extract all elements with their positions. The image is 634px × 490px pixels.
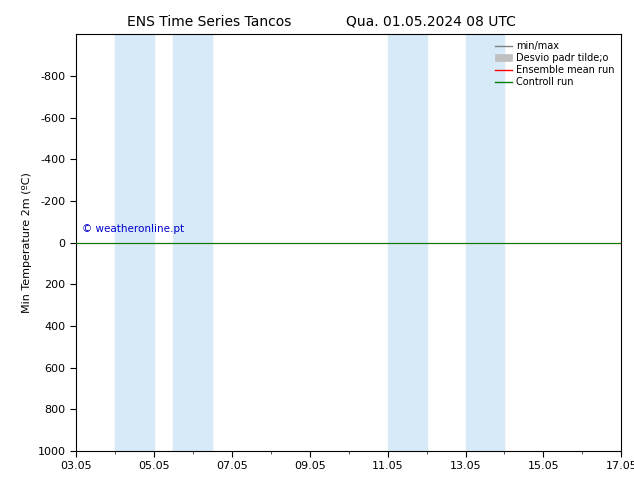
Legend: min/max, Desvio padr tilde;o, Ensemble mean run, Controll run: min/max, Desvio padr tilde;o, Ensemble m…	[493, 39, 616, 89]
Bar	[115, 34, 154, 451]
Text: © weatheronline.pt: © weatheronline.pt	[82, 224, 184, 234]
Text: Qua. 01.05.2024 08 UTC: Qua. 01.05.2024 08 UTC	[346, 15, 516, 29]
Bar	[465, 34, 505, 451]
Text: ENS Time Series Tancos: ENS Time Series Tancos	[127, 15, 292, 29]
Bar	[174, 34, 212, 451]
Y-axis label: Min Temperature 2m (ºC): Min Temperature 2m (ºC)	[22, 172, 32, 313]
Bar	[387, 34, 427, 451]
